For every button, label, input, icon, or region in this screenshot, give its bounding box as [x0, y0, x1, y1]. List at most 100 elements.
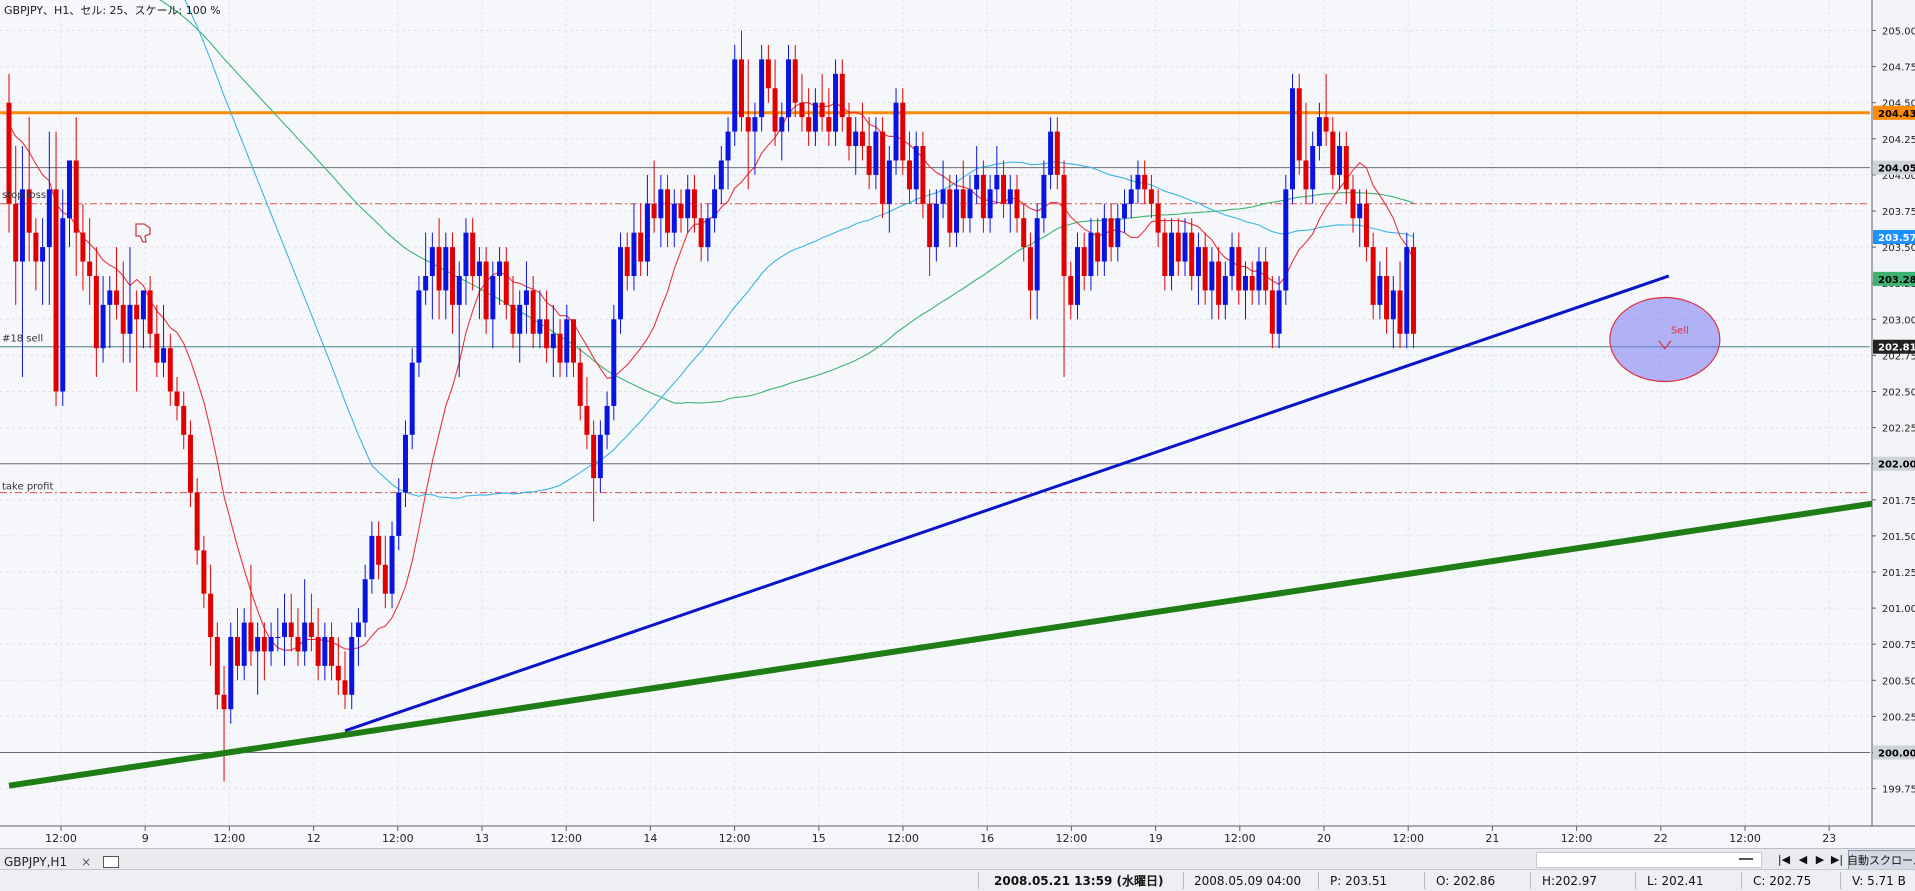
close-icon[interactable]: ×: [81, 855, 92, 869]
candle-body: [819, 102, 825, 118]
window-icon[interactable]: [103, 856, 120, 868]
candle-body: [1377, 275, 1383, 305]
candle-body: [369, 535, 375, 580]
autoscroll-button[interactable]: 自動スクロール: [1848, 850, 1915, 870]
trendline-green-support: [8, 496, 1898, 789]
candle-body: [1343, 146, 1349, 190]
candle-body: [147, 290, 153, 334]
candle-body: [1135, 174, 1141, 190]
candle-body: [886, 160, 892, 204]
candle-body: [1027, 247, 1033, 291]
candle-body: [490, 275, 496, 320]
candle-body: [194, 492, 200, 551]
candle-body: [1202, 247, 1208, 291]
candle-body: [517, 304, 523, 334]
candle-body: [1074, 247, 1080, 305]
candle-body: [1195, 247, 1201, 276]
candle-body: [631, 232, 637, 276]
candle-body: [100, 304, 106, 349]
candle-body: [261, 636, 267, 652]
candle-body: [644, 203, 650, 262]
candle-body: [1088, 232, 1094, 276]
chart-tab-label[interactable]: GBPJPY,H1: [4, 855, 68, 869]
candle-body: [954, 189, 960, 233]
candle-body: [315, 636, 321, 666]
status-p: P: 203.51: [1330, 874, 1388, 888]
trendlines[interactable]: [8, 274, 1898, 789]
candle-body: [826, 117, 832, 132]
candle-body: [1242, 275, 1248, 291]
time-label: 21: [1485, 832, 1499, 845]
candle-body: [33, 232, 39, 262]
first-page-icon[interactable]: |◀: [1777, 853, 1791, 866]
status-low: L: 202.41: [1647, 874, 1704, 888]
candle-body: [745, 117, 751, 132]
candle-body: [201, 550, 207, 594]
candle-body: [1162, 232, 1168, 276]
candle-body: [960, 189, 966, 219]
candle-body: [839, 73, 845, 118]
price-label: 201.75: [1882, 496, 1915, 507]
candle-body: [416, 290, 422, 363]
candle-body: [93, 275, 99, 349]
candle-body: [678, 203, 684, 219]
candle-body: [483, 261, 489, 320]
candle-body: [1068, 275, 1074, 305]
time-label: 16: [980, 832, 994, 845]
chart-scrollbar[interactable]: [1536, 852, 1762, 868]
chart-tab[interactable]: GBPJPY,H1 ×: [0, 851, 120, 873]
candle-body: [550, 333, 556, 349]
last-page-icon[interactable]: ▶|: [1830, 853, 1844, 866]
price-label: 204.50: [1882, 99, 1915, 110]
price-chart[interactable]: Sell stop loss #18 sell take profit 205.00 2…: [0, 0, 1915, 848]
candle-body: [1236, 247, 1242, 291]
thumbs-down-icon: [135, 223, 151, 243]
candle-body: [1189, 232, 1195, 276]
price-label: 201.25: [1882, 568, 1915, 579]
candle-body: [537, 319, 543, 334]
candle-body: [40, 247, 46, 262]
candle-body: [46, 189, 52, 248]
candle-body: [691, 189, 697, 219]
thumbs-down-shape: [135, 223, 151, 243]
chart-header: GBPJPY、H1、セル: 25、スケール: 100 %: [4, 4, 221, 17]
candle-body: [1283, 189, 1289, 291]
price-badge: [1873, 271, 1915, 286]
candle-body: [1390, 290, 1396, 320]
candle-body: [1034, 218, 1040, 291]
candle-body: [987, 189, 993, 219]
prev-page-icon[interactable]: ◀: [1798, 853, 1808, 866]
candle-body: [833, 73, 839, 132]
candle-body: [60, 218, 66, 392]
candle-body: [1296, 88, 1302, 161]
candle-body: [732, 59, 738, 132]
candle-body: [288, 622, 294, 637]
candle-body: [234, 636, 240, 666]
price-badge: [1873, 105, 1915, 120]
candle-body: [564, 319, 570, 363]
candle-body: [1229, 247, 1235, 276]
candle-body: [705, 218, 711, 248]
scroll-thumb[interactable]: [1739, 858, 1753, 860]
candle-body: [1249, 275, 1255, 291]
candle-body: [161, 348, 167, 363]
candle-body: [1048, 131, 1054, 175]
next-page-icon[interactable]: ▶: [1815, 853, 1825, 866]
candle-body: [786, 59, 792, 118]
candle-body: [523, 290, 529, 305]
candle-body: [228, 636, 234, 710]
candle-body: [584, 405, 590, 435]
candle-body: [181, 405, 187, 435]
candle-body: [1142, 174, 1148, 190]
candle-body: [772, 88, 778, 132]
candle-body: [873, 131, 879, 175]
candle-body: [214, 636, 220, 695]
time-label: 12: [307, 832, 321, 845]
candle-body: [66, 160, 72, 219]
price-label: 202.50: [1882, 388, 1915, 399]
time-label: 20: [1317, 832, 1331, 845]
candle-body: [1175, 232, 1181, 262]
candle-body: [127, 304, 133, 334]
